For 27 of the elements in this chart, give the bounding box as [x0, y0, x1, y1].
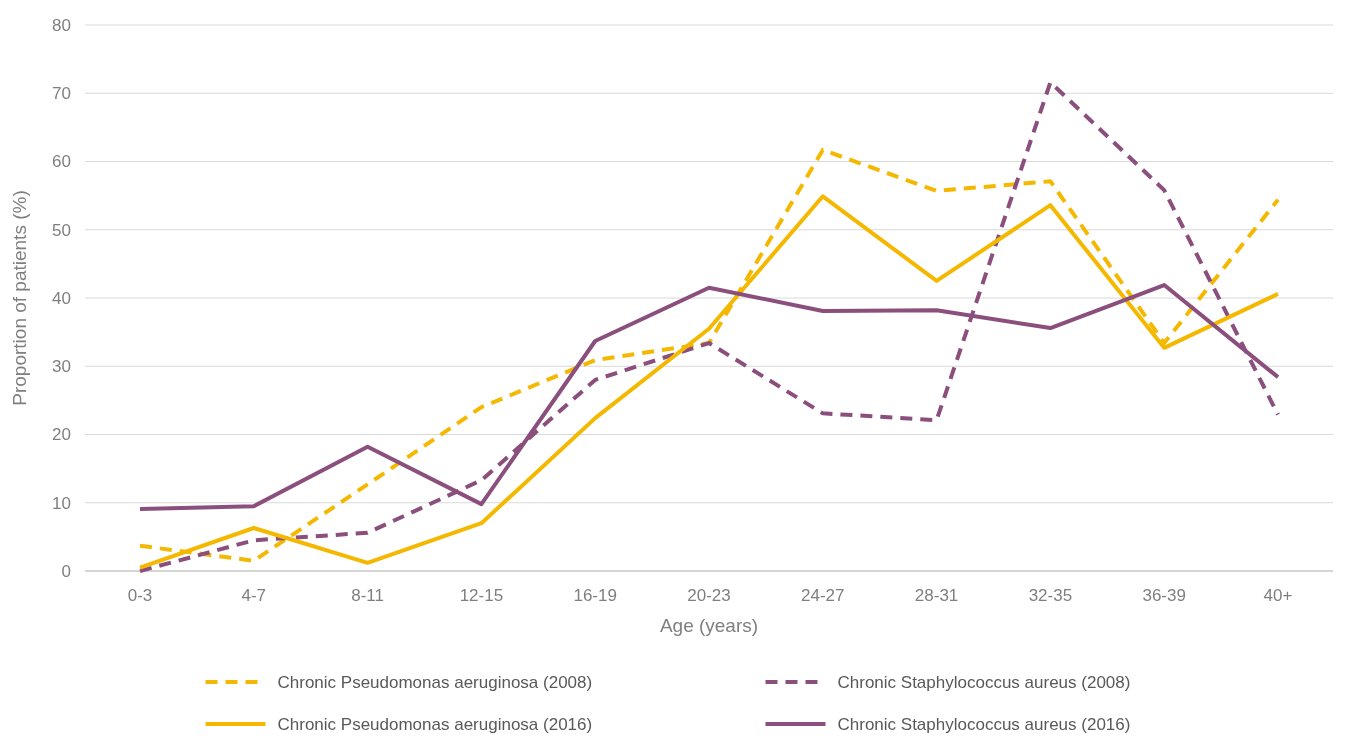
- y-tick-label: 20: [52, 425, 71, 445]
- y-tick-label: 60: [52, 152, 71, 172]
- x-tick-label: 28-31: [914, 586, 959, 605]
- y-tick-label: 80: [52, 15, 71, 35]
- y-tick-label: 40: [52, 288, 71, 308]
- y-tick-label: 50: [52, 220, 71, 240]
- legend-label: Chronic Pseudomonas aeruginosa (2016): [277, 714, 593, 734]
- y-tick-label: 30: [52, 357, 71, 377]
- y-axis-title: Proportion of patients (%): [9, 190, 30, 406]
- x-tick-label: 32-35: [1028, 586, 1073, 605]
- x-tick-label: 4-7: [241, 586, 267, 605]
- x-tick-label: 16-19: [573, 586, 617, 605]
- x-tick-label: 36-39: [1142, 586, 1186, 605]
- line-series: [138, 80, 1280, 573]
- x-axis-title: Age (years): [659, 615, 759, 636]
- x-tick-label: 20-23: [687, 586, 731, 605]
- x-tick-label: 40+: [1263, 586, 1293, 605]
- legend-label: Chronic Pseudomonas aeruginosa (2008): [277, 672, 593, 692]
- x-tick-label: 12-15: [459, 586, 504, 605]
- y-tick-label: 0: [61, 561, 71, 581]
- x-tick-label: 0-3: [127, 586, 153, 605]
- y-tick-label: 10: [52, 493, 71, 513]
- x-tick-label: 24-27: [801, 586, 845, 605]
- x-tick-label: 8-11: [351, 586, 384, 605]
- y-tick-label: 70: [52, 84, 71, 104]
- legend-label: Chronic Staphylococcus aureus (2016): [837, 714, 1131, 734]
- legend-label: Chronic Staphylococcus aureus (2008): [837, 672, 1131, 692]
